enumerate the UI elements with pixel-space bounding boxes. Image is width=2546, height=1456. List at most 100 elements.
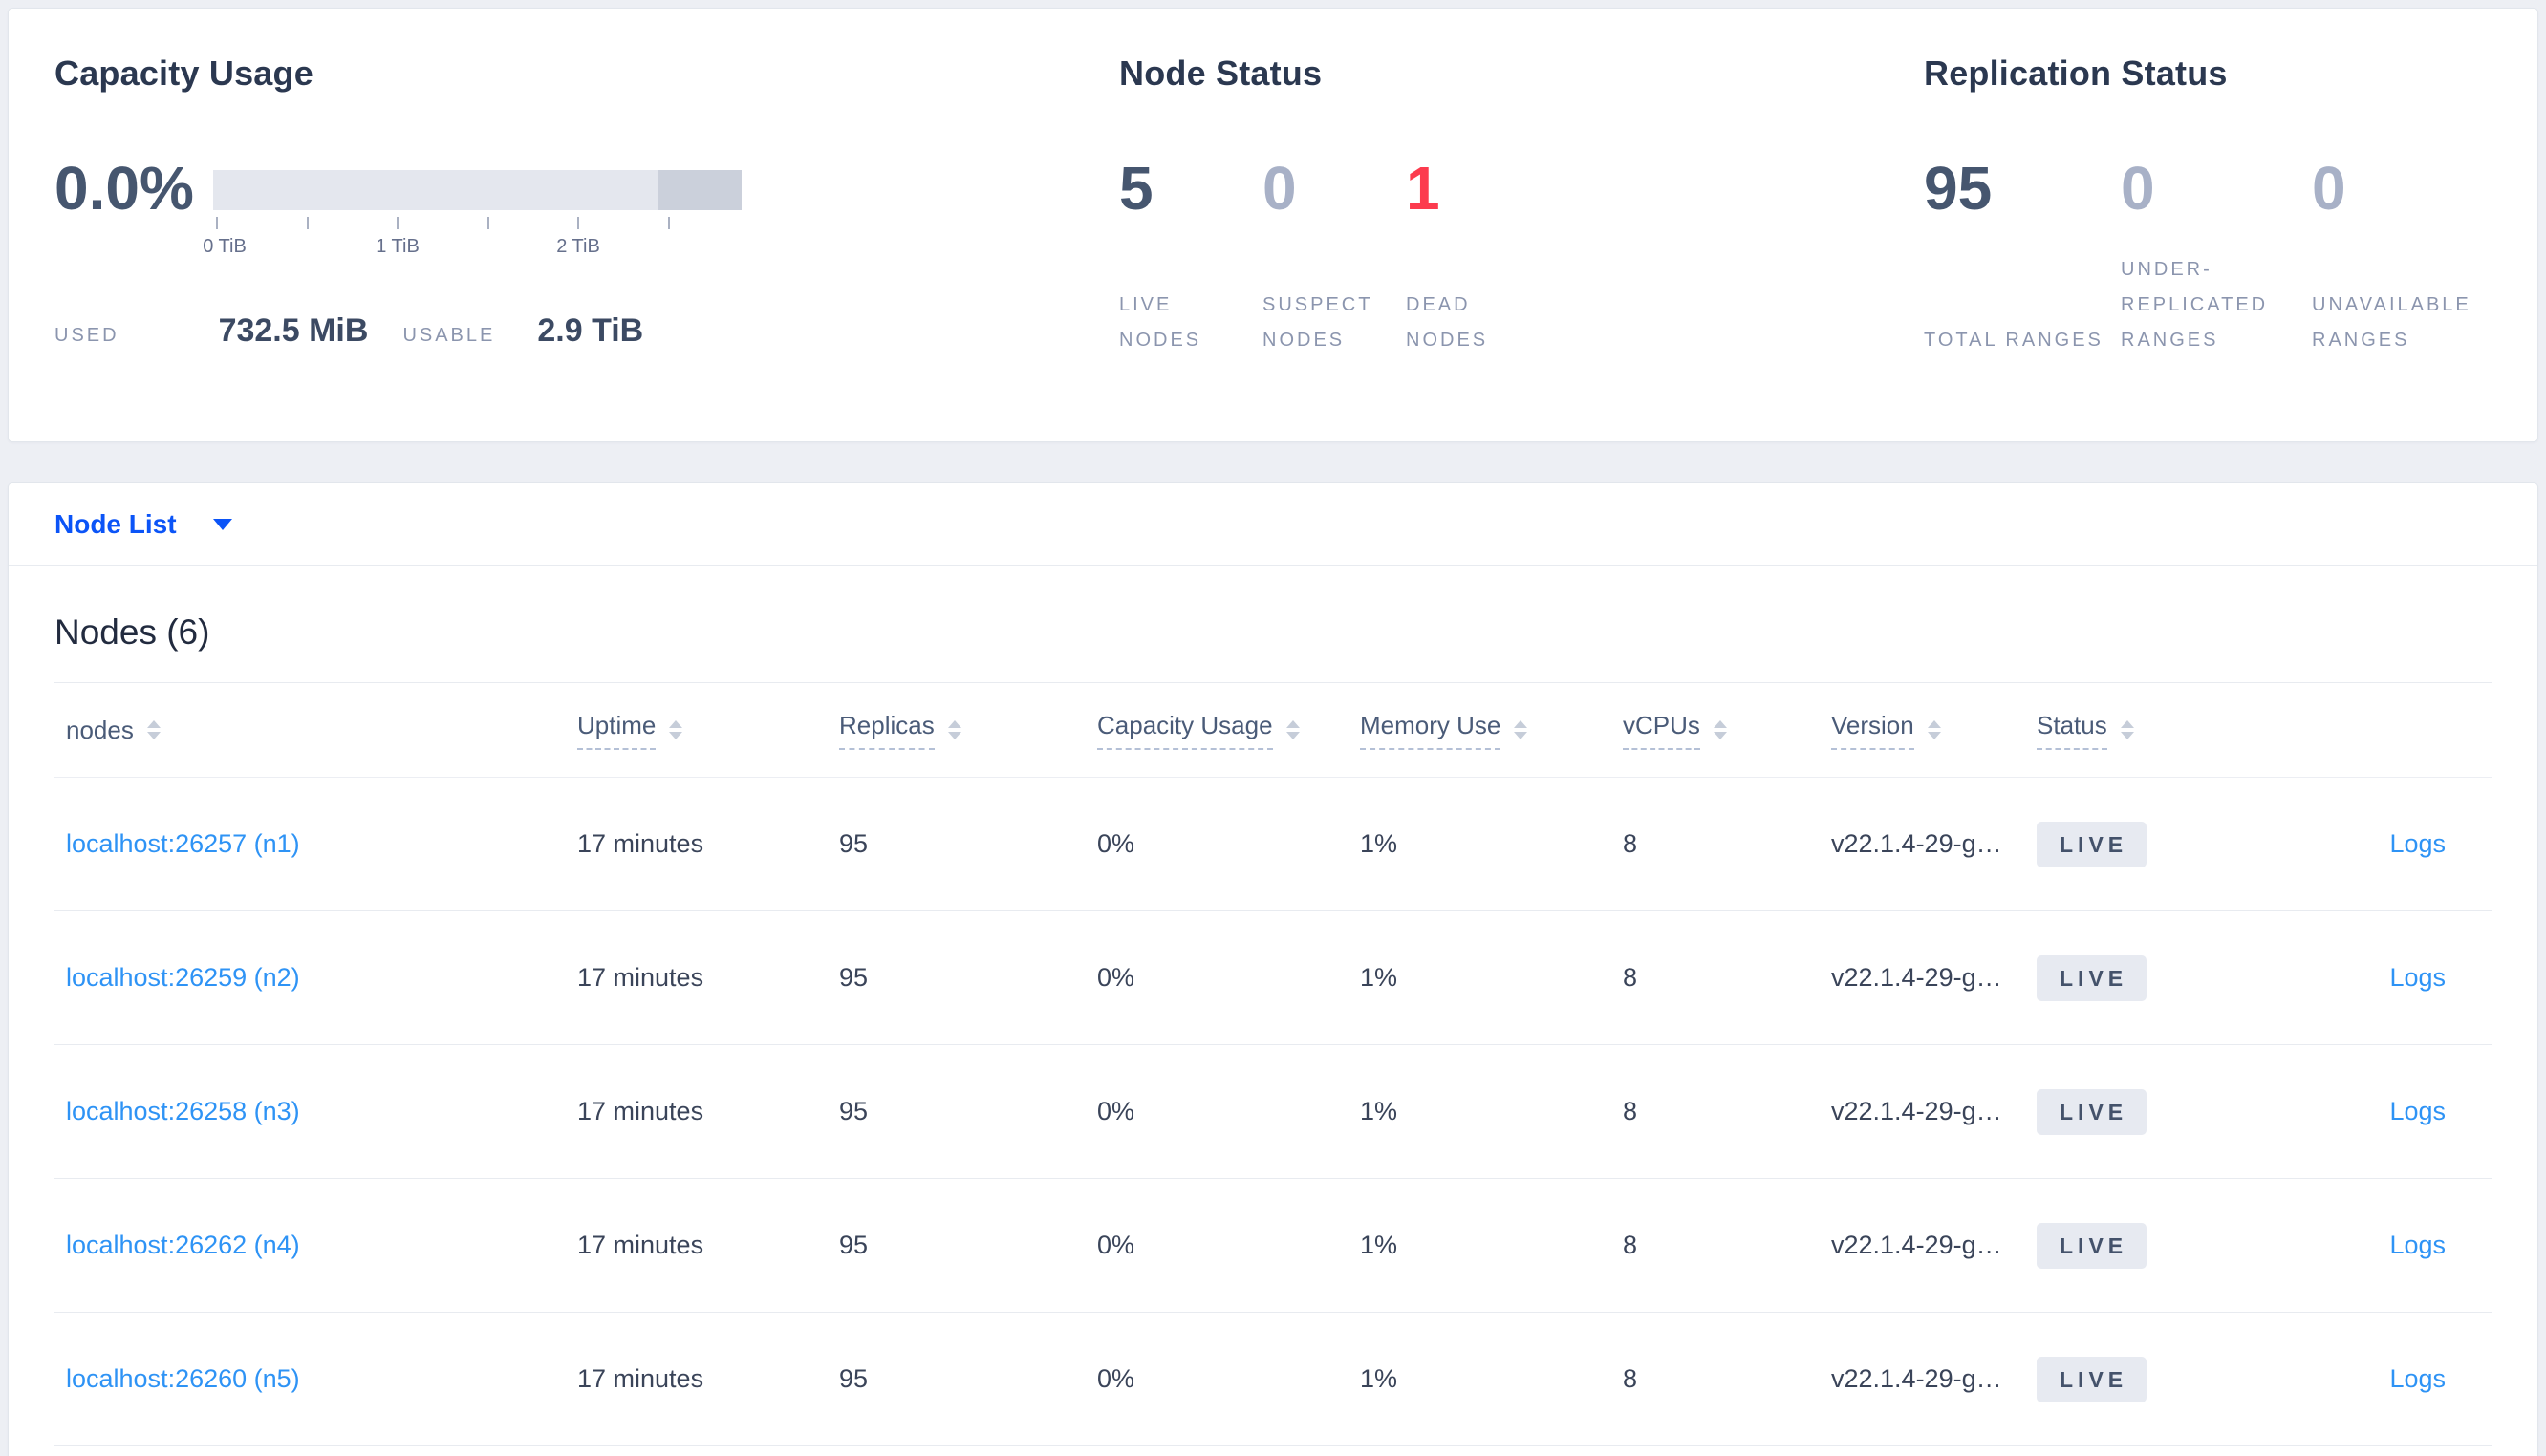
node-address-link[interactable]: localhost:26258 (n3) (66, 1097, 300, 1125)
under-replicated-ranges-label: UNDER-REPLICATED RANGES (2121, 259, 2269, 351)
replicas-cell: 95 (839, 829, 869, 858)
version-cell: v22.1.4-29-g… (1831, 829, 2002, 858)
axis-tick-label: 2 TiB (556, 236, 600, 257)
sort-icon (1927, 720, 1941, 739)
logs-link[interactable]: Logs (2389, 829, 2446, 858)
node-status-title: Node Status (1119, 54, 1323, 93)
status-badge: LIVE (2037, 1356, 2147, 1402)
capacity-gauge-scale: 0 TiB 1 TiB 2 TiB (203, 217, 742, 270)
capacity-usage-cell: 0% (1097, 963, 1135, 992)
column-header-nodes[interactable]: nodes (54, 716, 577, 745)
node-status-section: Node Status 5 0 1 LIVE NODES SUSPECT NOD… (1119, 9, 1845, 358)
live-nodes-count: 5 (1119, 154, 1154, 223)
column-header-status[interactable]: Status (2037, 711, 2245, 750)
axis-tick-label: 0 TiB (203, 236, 247, 257)
table-row: localhost:26262 (n4) 17 minutes 95 0% 1%… (54, 1179, 2492, 1313)
replicas-cell: 95 (839, 1231, 869, 1259)
capacity-gauge: 0 TiB 1 TiB 2 TiB (203, 170, 742, 270)
capacity-usage-section: Capacity Usage 0.0% 0 TiB 1 TiB 2 TiB (54, 9, 1068, 353)
axis-tick (577, 217, 579, 229)
axis-tick-label: 1 TiB (376, 236, 420, 257)
memory-use-cell: 1% (1360, 1097, 1398, 1125)
replicas-cell: 95 (839, 963, 869, 992)
memory-use-cell: 1% (1360, 963, 1398, 992)
logs-link[interactable]: Logs (2389, 963, 2446, 992)
capacity-usage-cell: 0% (1097, 1097, 1135, 1125)
logs-link[interactable]: Logs (2389, 1364, 2446, 1393)
axis-tick (216, 217, 218, 229)
axis-tick (487, 217, 489, 229)
chevron-down-icon (212, 518, 232, 530)
under-replicated-ranges-count: 0 (2121, 154, 2155, 223)
memory-use-cell: 1% (1360, 1231, 1398, 1259)
unavailable-ranges-label: UNAVAILABLE RANGES (2312, 294, 2471, 351)
column-header-vcpus[interactable]: vCPUs (1623, 711, 1831, 750)
uptime-cell: 17 minutes (577, 829, 704, 858)
used-label: USED (54, 325, 119, 346)
column-header-uptime[interactable]: Uptime (577, 711, 839, 750)
cluster-summary-panel: Capacity Usage 0.0% 0 TiB 1 TiB 2 TiB (8, 8, 2538, 442)
capacity-usage-title: Capacity Usage (54, 54, 313, 93)
sort-icon (947, 720, 961, 739)
capacity-gauge-bar (213, 170, 742, 210)
uptime-cell: 17 minutes (577, 1097, 704, 1125)
uptime-cell: 17 minutes (577, 1364, 704, 1393)
usable-label: USABLE (402, 325, 496, 346)
replication-status-section: Replication Status 95 0 0 TOTAL RANGES U… (1924, 9, 2516, 358)
unavailable-ranges-count: 0 (2312, 154, 2346, 223)
node-address-link[interactable]: localhost:26260 (n5) (66, 1364, 300, 1393)
nodes-section: Nodes (6) nodes Uptime Replicas Capacity… (9, 611, 2537, 1446)
sort-icon (2120, 720, 2134, 739)
uptime-cell: 17 minutes (577, 963, 704, 992)
node-address-link[interactable]: localhost:26262 (n4) (66, 1231, 300, 1259)
version-cell: v22.1.4-29-g… (1831, 963, 2002, 992)
nodes-section-title: Nodes (6) (54, 612, 210, 652)
nodes-table-header: nodes Uptime Replicas Capacity Usage Mem… (54, 682, 2492, 778)
capacity-usage-cell: 0% (1097, 829, 1135, 858)
replicas-cell: 95 (839, 1364, 869, 1393)
node-list-dropdown-label: Node List (54, 508, 177, 539)
capacity-gauge-bar-end-segment (658, 170, 742, 210)
status-badge: LIVE (2037, 1222, 2147, 1269)
node-list-dropdown[interactable]: Node List (54, 509, 232, 540)
column-header-capacity-usage[interactable]: Capacity Usage (1097, 711, 1360, 750)
vcpus-cell: 8 (1623, 829, 1638, 858)
sort-icon (1514, 720, 1528, 739)
logs-link[interactable]: Logs (2389, 1231, 2446, 1259)
column-header-version[interactable]: Version (1831, 711, 2037, 750)
sort-icon (669, 720, 683, 739)
axis-tick (668, 217, 670, 229)
version-cell: v22.1.4-29-g… (1831, 1364, 2002, 1393)
dead-nodes-label: DEAD NODES (1406, 294, 1489, 351)
used-value: 732.5 MiB (218, 312, 369, 349)
logs-link[interactable]: Logs (2389, 1097, 2446, 1125)
status-badge: LIVE (2037, 821, 2147, 867)
view-selector-row: Node List (9, 483, 2537, 566)
status-badge: LIVE (2037, 954, 2147, 1001)
version-cell: v22.1.4-29-g… (1831, 1097, 2002, 1125)
table-row: localhost:26260 (n5) 17 minutes 95 0% 1%… (54, 1313, 2492, 1446)
column-header-replicas[interactable]: Replicas (839, 711, 1097, 750)
capacity-used-percent: 0.0% (54, 154, 194, 223)
axis-tick (307, 217, 309, 229)
suspect-nodes-label: SUSPECT NODES (1262, 294, 1373, 351)
vcpus-cell: 8 (1623, 1097, 1638, 1125)
sort-icon (1285, 720, 1300, 739)
capacity-usage-cell: 0% (1097, 1231, 1135, 1259)
sort-icon (1713, 720, 1727, 739)
replication-status-title: Replication Status (1924, 54, 2228, 93)
table-row: localhost:26257 (n1) 17 minutes 95 0% 1%… (54, 778, 2492, 911)
memory-use-cell: 1% (1360, 829, 1398, 858)
live-nodes-label: LIVE NODES (1119, 294, 1202, 351)
suspect-nodes-count: 0 (1262, 154, 1297, 223)
usable-value: 2.9 TiB (537, 312, 644, 349)
sort-icon (146, 720, 161, 739)
node-address-link[interactable]: localhost:26259 (n2) (66, 963, 300, 992)
axis-tick (397, 217, 399, 229)
column-header-memory-use[interactable]: Memory Use (1360, 711, 1623, 750)
vcpus-cell: 8 (1623, 1231, 1638, 1259)
node-address-link[interactable]: localhost:26257 (n1) (66, 829, 300, 858)
total-ranges-label: TOTAL RANGES (1924, 330, 2104, 351)
table-row: localhost:26258 (n3) 17 minutes 95 0% 1%… (54, 1045, 2492, 1179)
vcpus-cell: 8 (1623, 1364, 1638, 1393)
